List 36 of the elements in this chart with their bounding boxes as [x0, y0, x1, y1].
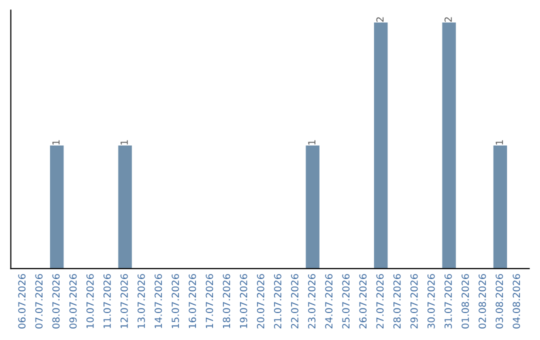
- x-tick-label: 17.07.2026: [206, 274, 214, 328]
- x-tick-label: 19.07.2026: [240, 274, 248, 328]
- x-tick-label: 26.07.2026: [359, 274, 367, 328]
- x-tick-label: 11.07.2026: [103, 274, 111, 328]
- x-tick-label: 04.08.2026: [512, 274, 520, 328]
- x-tick-label: 20.07.2026: [256, 274, 264, 328]
- x-tick-label: 27.07.2026: [376, 274, 384, 328]
- x-tick-label: 31.07.2026: [444, 274, 452, 328]
- x-tick-label: 13.07.2026: [138, 274, 145, 328]
- data-label: 1: [496, 140, 503, 144]
- x-tick-label: 29.07.2026: [410, 274, 418, 328]
- x-tick-label: 25.07.2026: [342, 274, 350, 328]
- x-tick-label: 24.07.2026: [325, 274, 333, 328]
- x-tick-label: 15.07.2026: [172, 274, 180, 328]
- data-label: 2: [444, 17, 452, 22]
- x-tick-label: 22.07.2026: [291, 274, 298, 328]
- data-label: 1: [308, 140, 316, 144]
- x-tick-label: 10.07.2026: [86, 274, 94, 328]
- x-tick-label: 03.08.2026: [496, 274, 504, 328]
- x-tick-label: 08.07.2026: [52, 274, 60, 328]
- data-label: 2: [376, 17, 384, 22]
- data-label: 1: [52, 140, 60, 144]
- x-tick-label: 06.07.2026: [18, 274, 26, 328]
- x-tick-label: 12.07.2026: [120, 274, 128, 328]
- x-tick-label: 09.07.2026: [69, 274, 77, 328]
- data-label: 1: [120, 140, 128, 144]
- x-tick-label: 30.07.2026: [427, 274, 435, 328]
- x-tick-label: 01.08.2026: [462, 274, 469, 328]
- x-tick-label: 14.07.2026: [154, 274, 162, 328]
- x-tick-label: 16.07.2026: [188, 274, 196, 328]
- x-tick-label: 02.08.2026: [478, 274, 486, 328]
- x-tick-label: 07.07.2026: [35, 274, 43, 328]
- x-tick-label: 21.07.2026: [274, 274, 282, 328]
- x-tick-label: 28.07.2026: [393, 274, 401, 328]
- x-tick-label: 23.07.2026: [308, 274, 316, 328]
- x-tick-label: 18.07.2026: [222, 274, 230, 328]
